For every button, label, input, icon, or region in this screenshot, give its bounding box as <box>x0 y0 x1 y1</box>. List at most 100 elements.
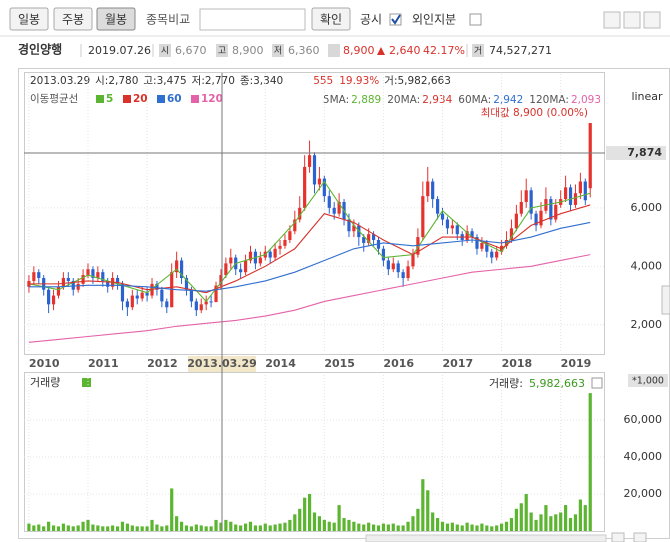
legend-title: 이동평균선 <box>30 93 78 105</box>
volume-bar <box>450 522 454 531</box>
detail-volume-label: 거: <box>384 75 397 87</box>
legend-label: 20 <box>133 93 148 105</box>
candle-body <box>214 285 218 302</box>
volume-bar <box>406 521 410 531</box>
volume-bar <box>293 514 297 531</box>
detail-low: 2,770 <box>205 75 235 87</box>
candle-body <box>317 178 322 185</box>
candle-body <box>332 207 336 214</box>
candle-body <box>268 251 272 258</box>
candle-body <box>475 237 479 249</box>
volume-bar <box>500 523 504 531</box>
candle-body <box>165 301 169 308</box>
candle-body <box>480 242 484 249</box>
candle-body <box>578 181 582 194</box>
low-badge: 저 <box>274 46 282 57</box>
candle-body <box>179 260 184 279</box>
candle-body <box>539 210 543 226</box>
tool-icon[interactable] <box>643 11 661 29</box>
volume-bar <box>155 524 159 531</box>
volume-bar <box>490 526 494 531</box>
disclosure-checkbox[interactable] <box>389 13 402 26</box>
week-label[interactable]: 주봉 <box>62 13 84 27</box>
detail-close-label: 종: <box>240 75 253 87</box>
day-label[interactable]: 일봉 <box>18 13 40 27</box>
volume-bar <box>367 522 371 531</box>
close-box[interactable] <box>591 377 603 389</box>
candle-body <box>243 260 248 273</box>
open-value: 6,670 <box>175 44 207 57</box>
volume-bar <box>37 524 41 531</box>
candle-body <box>440 213 445 220</box>
candle-body <box>194 301 198 311</box>
volume-bar <box>465 522 469 531</box>
volume-bar <box>170 488 174 531</box>
candle-body <box>588 123 592 189</box>
volume-bar <box>219 522 223 531</box>
volume-bar <box>209 526 213 531</box>
foreign-label: 외인지분 <box>412 13 456 27</box>
week-button[interactable] <box>53 7 93 31</box>
volume-bar <box>120 521 125 531</box>
foreign-checkbox[interactable] <box>469 13 482 26</box>
candle-body <box>66 278 70 281</box>
tool-icon[interactable] <box>603 11 621 29</box>
scrollbar[interactable] <box>365 534 607 542</box>
candle-body <box>509 228 514 241</box>
volume-bar <box>386 524 390 531</box>
volume-bar <box>111 525 115 531</box>
zoom-out[interactable] <box>633 532 647 542</box>
scale-label[interactable]: linear <box>631 90 663 103</box>
volume-bar <box>440 521 445 531</box>
badge <box>472 44 484 57</box>
volume-bar <box>71 526 75 531</box>
volume-bar <box>307 493 312 531</box>
volume-bar <box>184 525 189 531</box>
volume-bar <box>303 497 307 531</box>
volume-bar <box>56 526 61 531</box>
high-badge: 고 <box>218 47 226 57</box>
zoom-in[interactable] <box>611 532 625 542</box>
volume-readout: 거래량: 5,982,663 <box>489 377 585 390</box>
volume-bar <box>317 516 322 531</box>
compare-input[interactable] <box>199 8 306 31</box>
candle-body <box>386 260 390 270</box>
ma-label: 5MA: <box>323 94 349 106</box>
ma-value: 2,889 <box>351 94 381 106</box>
candle-body <box>91 269 95 279</box>
volume-bar <box>554 514 558 531</box>
month-button[interactable] <box>96 7 136 31</box>
confirm-label[interactable]: 확인 <box>320 13 342 27</box>
candle-body <box>426 181 430 197</box>
candle-body <box>367 234 371 243</box>
candle-body <box>362 237 366 243</box>
x-tick-label: 2018 <box>502 357 533 370</box>
check-mark <box>391 14 401 25</box>
volume-bar <box>416 508 420 531</box>
candle-body <box>485 242 489 252</box>
volume-bar <box>101 526 105 531</box>
volume-bar <box>224 519 228 531</box>
stock-date: 2019.07.26 <box>88 44 151 57</box>
candle-body <box>470 231 474 238</box>
legend-label: 120 <box>201 93 223 105</box>
tool-icon[interactable] <box>623 11 641 29</box>
cursor-box <box>606 146 666 161</box>
volume-bar <box>125 523 129 531</box>
candle-body <box>209 301 213 303</box>
volume-bar <box>199 525 203 531</box>
candle-body <box>519 201 523 214</box>
day-button[interactable] <box>9 7 49 31</box>
candle-body <box>450 225 454 229</box>
month-label[interactable]: 월봉 <box>105 13 127 27</box>
candle-body <box>140 292 144 299</box>
candle-body <box>391 263 395 270</box>
volume-bar <box>371 524 376 531</box>
detail-date: 2013.03.29 <box>30 75 90 87</box>
volume-bar <box>519 503 523 531</box>
volume-bar <box>588 393 592 531</box>
y-tick-label: 4,000 <box>631 259 663 272</box>
volume-bar <box>243 523 248 531</box>
confirm-button[interactable] <box>311 7 351 31</box>
side-tab[interactable] <box>661 285 670 315</box>
